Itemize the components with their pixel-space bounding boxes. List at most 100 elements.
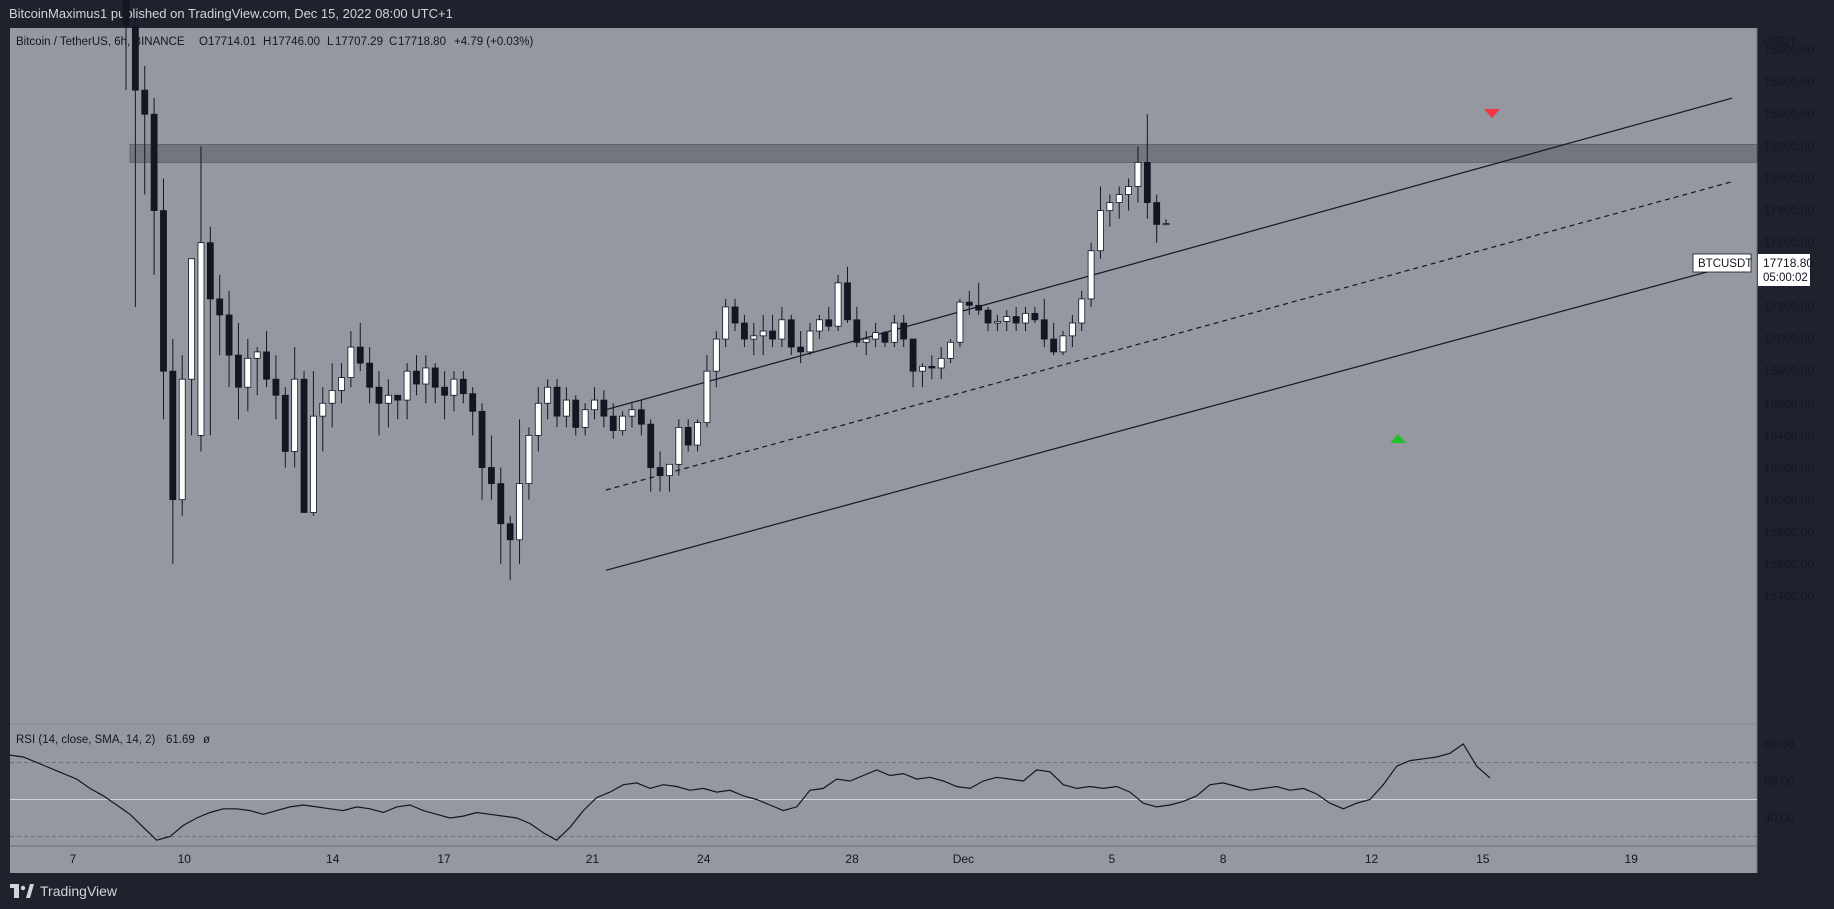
candle [684, 419, 692, 452]
legend-open-label: O [199, 36, 208, 48]
candle [787, 314, 795, 356]
candle [619, 411, 627, 436]
time-axis[interactable]: 7 10 14 17 21 24 28 Dec 5 8 12 15 19 [70, 852, 1639, 866]
candle [160, 178, 167, 420]
candle [225, 290, 233, 388]
candle [263, 331, 270, 388]
candle [862, 331, 870, 356]
price-tag-box [1758, 254, 1810, 286]
candle [591, 387, 598, 420]
time-tick-label: 8 [1220, 852, 1227, 866]
legend-symbol: Bitcoin / TetherUS, 6h, BINANCE [16, 36, 185, 48]
candle [947, 339, 954, 364]
candle [375, 371, 383, 436]
ascending-channel[interactable] [605, 97, 1733, 571]
time-tick-label: 19 [1625, 852, 1639, 866]
time-tick-label: 7 [70, 852, 77, 866]
time-tick-label: 10 [178, 852, 192, 866]
candle [712, 331, 720, 388]
resistance-band [129, 143, 1758, 163]
publish-bar: BitcoinMaximus1 published on TradingView… [0, 0, 1834, 28]
candle [497, 467, 505, 564]
candle [1143, 114, 1151, 219]
price-tick-label: 16600.00 [1764, 396, 1814, 410]
rsi-legend-extra: ø [203, 734, 210, 746]
candle [1031, 306, 1039, 323]
candle [131, 17, 139, 307]
price-tick-label: 16000.00 [1764, 493, 1814, 507]
time-tick-label: 15 [1476, 852, 1490, 866]
candle [534, 387, 542, 452]
candle [1087, 242, 1095, 307]
time-tick-label: 5 [1108, 852, 1115, 866]
rsi-axis[interactable]: 80.00 60.00 40.00 [1764, 737, 1794, 825]
tradingview-logo-text: TradingView [40, 883, 118, 899]
candle [909, 338, 917, 388]
rsi-legend: RSI (14, close, SMA, 14, 2) 61.69 ø [16, 734, 210, 746]
candle [469, 387, 477, 436]
candle [253, 347, 261, 396]
price-axis[interactable]: 18800.00 18600.00 18400.00 18200.00 18000.00… [1764, 43, 1814, 603]
channel-lower-line [605, 264, 1733, 571]
rsi-tick-label: 40.00 [1764, 811, 1794, 825]
candle [235, 323, 242, 420]
candle [937, 347, 945, 380]
resistance-zone[interactable] [129, 143, 1758, 163]
tradingview-logo[interactable]: TradingView [10, 882, 117, 900]
candle [825, 306, 833, 332]
candle [956, 298, 964, 348]
candle [384, 379, 392, 428]
candle [731, 298, 739, 332]
footer-bar: TradingView [0, 873, 1834, 909]
candle [516, 419, 523, 564]
candle [703, 355, 711, 428]
candle [244, 339, 252, 412]
legend-open-value: 17714.01 [208, 36, 256, 48]
candle [309, 371, 317, 516]
candle [750, 323, 758, 356]
price-tick-label: 18400.00 [1764, 107, 1814, 121]
candle [572, 395, 580, 436]
main-pane-background [10, 28, 1757, 723]
candle [581, 403, 589, 436]
candle [834, 274, 842, 332]
bearish-marker-icon [1484, 109, 1500, 118]
price-tick-label: 17800.00 [1764, 204, 1814, 218]
candle [478, 403, 486, 500]
candle [1078, 290, 1086, 332]
rsi-line [9, 743, 1491, 841]
price-tick-label: 15800.00 [1764, 525, 1814, 539]
candle [984, 306, 992, 332]
candle [216, 274, 224, 356]
candle [722, 298, 730, 348]
candle [1068, 314, 1076, 348]
candle [656, 451, 664, 492]
candle [188, 258, 195, 436]
channel-median-line [605, 181, 1733, 491]
candle [422, 355, 430, 404]
tradingview-logo-icon [10, 884, 34, 898]
candle [1097, 186, 1104, 259]
candle [347, 331, 355, 388]
candle [872, 323, 879, 348]
candle [797, 331, 805, 364]
time-tick-label: Dec [953, 852, 974, 866]
channel-upper-line [605, 97, 1733, 411]
candle [637, 400, 645, 436]
candle [291, 347, 299, 468]
legend-close-label: C [389, 36, 397, 48]
candle [122, 0, 130, 91]
price-tag-countdown: 05:00:02 [1763, 272, 1808, 284]
candle [356, 323, 364, 372]
price-tick-label: 18800.00 [1764, 43, 1814, 57]
candle [459, 371, 467, 404]
candle [844, 266, 851, 323]
candle [413, 355, 420, 396]
bullish-marker-icon [1390, 434, 1406, 443]
candle [928, 355, 936, 380]
candlestick-series [122, 0, 1170, 580]
price-tick-label: 15600.00 [1764, 557, 1814, 571]
rsi-legend-value: 61.69 [166, 734, 195, 746]
candle [1106, 194, 1114, 227]
